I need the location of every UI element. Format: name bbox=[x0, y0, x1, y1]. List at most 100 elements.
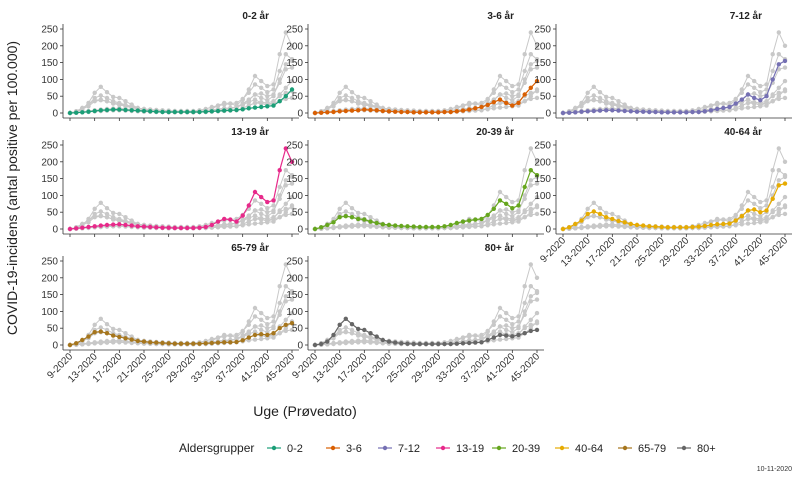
background-point bbox=[283, 85, 288, 91]
data-point bbox=[628, 221, 633, 227]
background-point bbox=[745, 82, 751, 87]
data-point bbox=[678, 225, 683, 230]
data-point bbox=[739, 214, 744, 219]
data-point bbox=[702, 223, 707, 229]
data-point bbox=[436, 341, 441, 347]
background-point bbox=[117, 102, 122, 108]
data-point bbox=[616, 218, 621, 224]
data-point bbox=[770, 77, 775, 82]
background-point bbox=[522, 284, 527, 289]
data-point bbox=[560, 110, 566, 116]
data-point bbox=[277, 168, 282, 173]
data-point bbox=[405, 109, 410, 115]
background-point bbox=[265, 326, 270, 331]
y-tick-label: 100 bbox=[41, 191, 58, 202]
data-point bbox=[671, 110, 677, 115]
background-point bbox=[522, 99, 527, 104]
data-point bbox=[92, 330, 97, 335]
background-point bbox=[782, 173, 788, 178]
data-point bbox=[98, 329, 104, 334]
background-point bbox=[98, 213, 104, 218]
data-point bbox=[277, 99, 282, 104]
data-point bbox=[104, 331, 110, 336]
background-point bbox=[289, 211, 295, 217]
data-point bbox=[325, 222, 330, 228]
data-point bbox=[135, 338, 140, 344]
data-point bbox=[752, 95, 757, 101]
data-point bbox=[479, 104, 484, 110]
legend-key-point bbox=[622, 445, 628, 451]
background-point bbox=[368, 215, 373, 220]
background-point bbox=[283, 206, 288, 211]
background-point bbox=[579, 224, 584, 230]
background-point bbox=[289, 181, 295, 186]
data-point bbox=[337, 109, 342, 114]
background-point bbox=[277, 196, 282, 201]
background-point bbox=[259, 310, 264, 316]
background-point bbox=[343, 84, 348, 90]
y-tick-label: 200 bbox=[41, 157, 58, 168]
background-point bbox=[368, 99, 373, 104]
background-point bbox=[337, 206, 342, 211]
data-point bbox=[337, 215, 342, 220]
background-line bbox=[69, 183, 293, 230]
background-point bbox=[497, 221, 503, 226]
background-point bbox=[770, 210, 775, 215]
legend-label: 40-64 bbox=[575, 443, 603, 455]
data-point bbox=[430, 341, 435, 347]
background-point bbox=[98, 93, 104, 98]
background-point bbox=[528, 206, 533, 211]
background-point bbox=[289, 173, 295, 178]
background-point bbox=[331, 216, 336, 222]
background-point bbox=[283, 52, 288, 57]
data-point bbox=[504, 201, 509, 206]
background-point bbox=[528, 212, 533, 218]
data-point bbox=[708, 222, 714, 228]
background-point bbox=[528, 96, 533, 102]
y-tick-label: 50 bbox=[47, 92, 59, 103]
data-point bbox=[516, 203, 521, 208]
background-point bbox=[510, 326, 515, 331]
background-line bbox=[314, 285, 538, 346]
background-point bbox=[240, 328, 245, 334]
background-point bbox=[485, 334, 490, 339]
background-point bbox=[283, 284, 288, 289]
y-tick-label: 0 bbox=[297, 109, 303, 120]
data-point bbox=[733, 218, 738, 223]
background-point bbox=[283, 299, 288, 304]
background-point bbox=[597, 215, 603, 220]
data-point bbox=[665, 110, 670, 115]
background-point bbox=[485, 96, 490, 102]
background-point bbox=[337, 340, 342, 345]
data-point bbox=[653, 224, 658, 229]
y-tick-label: 0 bbox=[52, 225, 58, 236]
background-point bbox=[104, 338, 110, 344]
background-line bbox=[562, 53, 786, 114]
data-point bbox=[448, 341, 453, 347]
data-point bbox=[579, 218, 584, 223]
background-point bbox=[289, 43, 295, 48]
background-point bbox=[776, 85, 781, 91]
data-point bbox=[135, 224, 140, 229]
data-point bbox=[448, 109, 453, 115]
y-tick-label: 150 bbox=[41, 58, 58, 69]
background-point bbox=[283, 201, 288, 206]
background-point bbox=[758, 90, 763, 95]
data-point bbox=[411, 110, 416, 115]
background-point bbox=[283, 62, 288, 67]
data-point bbox=[111, 107, 116, 112]
background-point bbox=[497, 105, 503, 110]
legend-key-point bbox=[330, 445, 336, 451]
background-point bbox=[252, 213, 258, 218]
background-point bbox=[349, 99, 355, 104]
data-point bbox=[460, 219, 466, 224]
data-point bbox=[739, 97, 744, 102]
y-tick-label: 50 bbox=[292, 208, 304, 219]
background-point bbox=[497, 314, 503, 319]
data-point bbox=[265, 332, 270, 338]
data-point bbox=[690, 109, 695, 115]
background-point bbox=[534, 275, 540, 280]
panel-7-12: 7-12 år 0 50 100 150 200 250 bbox=[534, 10, 792, 121]
data-point bbox=[417, 341, 422, 347]
background-point bbox=[259, 201, 264, 206]
